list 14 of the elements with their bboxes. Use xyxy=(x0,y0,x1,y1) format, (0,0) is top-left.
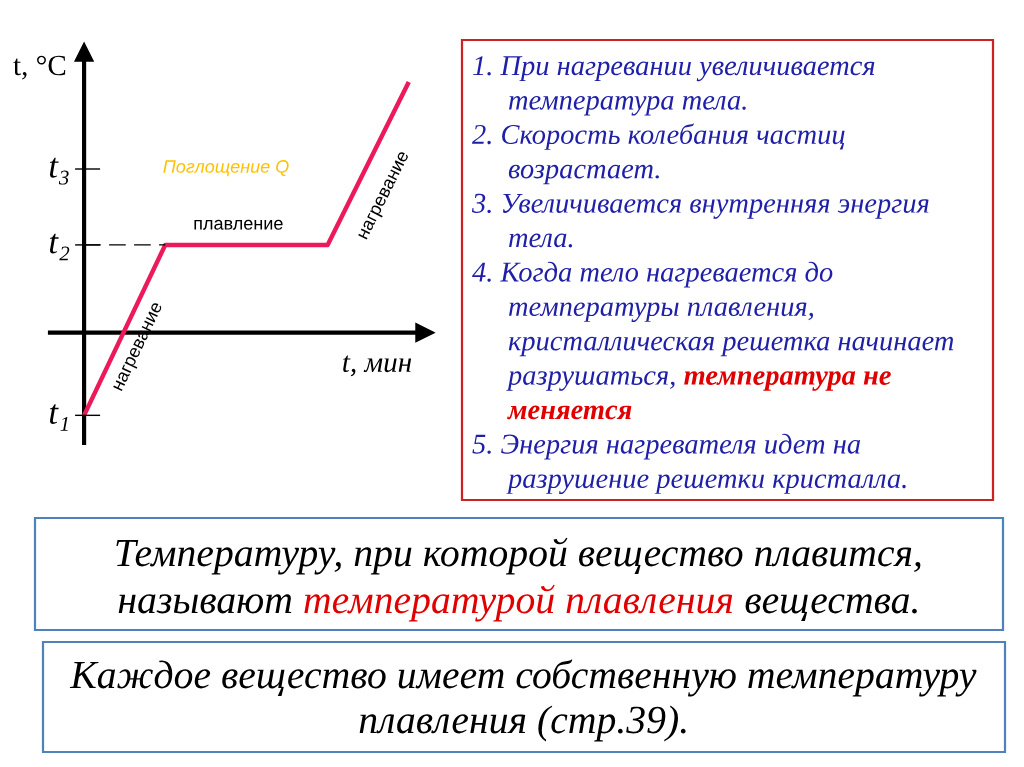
text: 2. Скорость колебания частиц возрастает. xyxy=(472,123,845,185)
y-axis-title: t, °C xyxy=(13,55,66,80)
text: Каждое вещество имеет собственную температуру плавления (стр.39). xyxy=(69,659,977,742)
annotation: t₃ xyxy=(49,157,69,185)
text: температурой плавления xyxy=(304,584,733,622)
text: 5. Энергия нагревателя идет на разрушение решетки кристалла. xyxy=(472,433,906,494)
text: 3. Увеличивается внутренняя энергия тела. xyxy=(471,193,929,248)
text: 1. При нагревании увеличивается температура тела. xyxy=(473,56,875,116)
annotation: t₁ xyxy=(49,404,68,431)
annotation: t₂ xyxy=(49,233,70,261)
text: вещества. xyxy=(745,594,917,621)
annotation: Поглощение Q xyxy=(163,160,289,177)
annotation: плавление xyxy=(194,219,283,230)
x-axis-title: t, мин xyxy=(343,355,412,377)
